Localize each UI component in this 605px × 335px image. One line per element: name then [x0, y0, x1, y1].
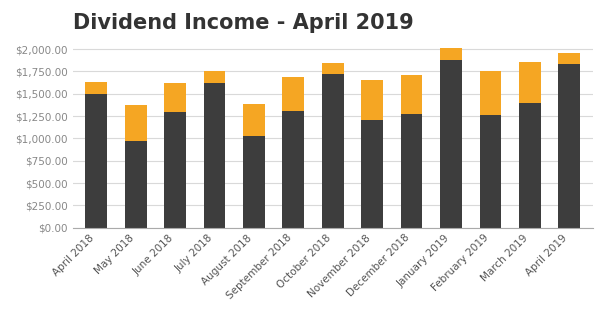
- Bar: [480, 115, 502, 228]
- Bar: [322, 63, 344, 74]
- Bar: [125, 105, 146, 141]
- Bar: [204, 71, 225, 83]
- Bar: [519, 62, 541, 103]
- Bar: [322, 74, 344, 228]
- Bar: [283, 77, 304, 111]
- Bar: [164, 112, 186, 228]
- Bar: [401, 75, 422, 114]
- Bar: [243, 104, 265, 136]
- Text: Dividend Income - April 2019: Dividend Income - April 2019: [73, 13, 413, 33]
- Bar: [85, 94, 107, 228]
- Bar: [283, 111, 304, 228]
- Bar: [243, 136, 265, 228]
- Bar: [558, 53, 580, 64]
- Bar: [558, 64, 580, 228]
- Bar: [204, 83, 225, 228]
- Bar: [401, 114, 422, 228]
- Bar: [85, 82, 107, 94]
- Bar: [361, 79, 383, 120]
- Bar: [440, 60, 462, 228]
- Bar: [440, 48, 462, 60]
- Bar: [164, 83, 186, 112]
- Bar: [480, 71, 502, 115]
- Bar: [519, 103, 541, 228]
- Bar: [361, 120, 383, 228]
- Bar: [125, 141, 146, 228]
